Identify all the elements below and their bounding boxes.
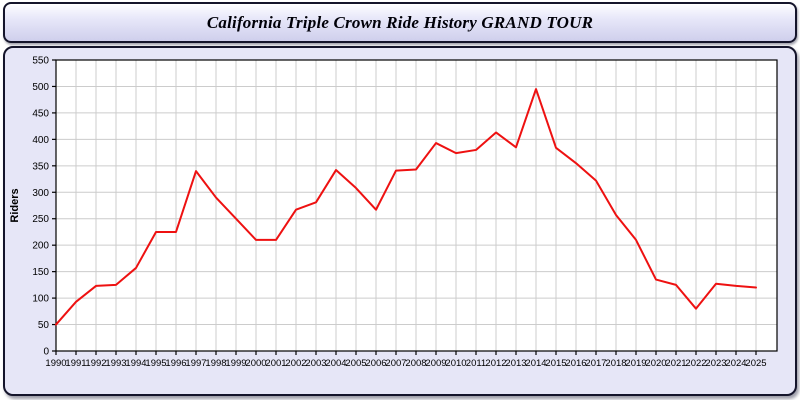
x-tick-label: 2007 (385, 358, 406, 369)
x-tick-label: 1997 (185, 358, 206, 369)
x-tick-label: 2010 (445, 358, 466, 369)
x-tick-label: 2016 (565, 358, 586, 369)
title-banner: California Triple Crown Ride History GRA… (3, 2, 797, 43)
y-tick-label: 550 (32, 56, 49, 67)
x-tick-label: 2008 (405, 358, 426, 369)
x-tick-label: 1994 (125, 358, 146, 369)
series-line (55, 88, 757, 326)
x-tick-label: 1995 (145, 358, 166, 369)
x-tick-label: 2014 (525, 358, 546, 369)
y-tick-label: 450 (32, 108, 49, 119)
x-tick-label: 1999 (225, 358, 246, 369)
x-tick-label: 1992 (85, 358, 106, 369)
x-tick-label: 1993 (105, 358, 126, 369)
x-tick-label: 2012 (485, 358, 506, 369)
x-tick-label: 2017 (585, 358, 606, 369)
y-tick-label: 250 (32, 214, 49, 225)
y-tick-label: 200 (32, 241, 49, 252)
y-tick-label: 500 (32, 82, 49, 93)
x-tick-label: 2005 (345, 358, 366, 369)
y-tick-label: 350 (32, 161, 49, 172)
x-tick-label: 2004 (325, 358, 346, 369)
x-tick-label: 2011 (466, 358, 486, 369)
y-tick-label: 0 (43, 347, 49, 358)
x-tick-label: 2013 (505, 358, 526, 369)
chart-panel: 0 50 100 150 200 250 300 350 400 450 500 550 1990 199… (3, 46, 797, 396)
x-tick-label: 1990 (45, 358, 66, 369)
x-tick-label: 2021 (665, 358, 686, 369)
y-tick-label: 100 (32, 294, 49, 305)
x-tick-label: 2023 (705, 358, 726, 369)
x-tick-label: 2019 (625, 358, 646, 369)
y-axis-title: Riders (9, 188, 21, 222)
y-tick-label: 400 (32, 135, 49, 146)
x-tick-label: 2001 (265, 358, 286, 369)
x-tick-label: 2003 (305, 358, 326, 369)
x-tick-label: 1996 (165, 358, 186, 369)
x-tick-label: 2022 (685, 358, 706, 369)
x-tick-label: 1998 (205, 358, 226, 369)
y-tick-label: 300 (32, 188, 49, 199)
x-tick-label: 2025 (745, 358, 766, 369)
x-tick-label: 1991 (65, 358, 86, 369)
x-tick-label: 2000 (245, 358, 266, 369)
page-title: California Triple Crown Ride History GRA… (206, 12, 594, 32)
x-tick-label: 2020 (645, 358, 666, 369)
x-tick-label: 2018 (605, 358, 626, 369)
y-tick-label: 50 (38, 320, 50, 331)
x-tick-label: 2006 (365, 358, 386, 369)
x-tick-label: 2024 (725, 358, 746, 369)
x-tick-label: 2009 (425, 358, 446, 369)
x-tick-label: 2002 (285, 358, 306, 369)
x-tick-label: 2015 (545, 358, 566, 369)
y-tick-label: 150 (32, 267, 49, 278)
ride-history-chart: 0501001502002503003504004505005501990199… (9, 56, 778, 369)
